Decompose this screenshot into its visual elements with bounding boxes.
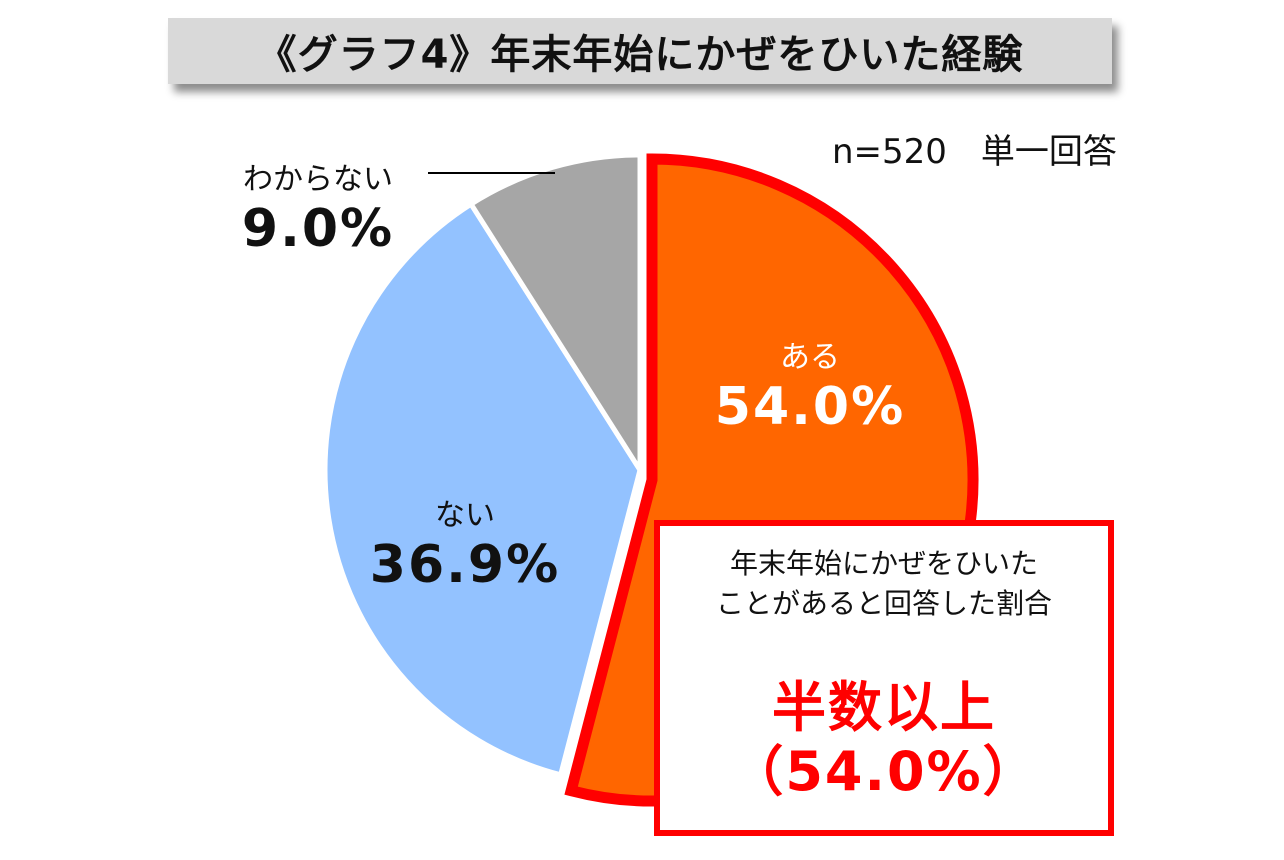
slice-name-nai: ない [435, 498, 495, 533]
slice-label-wakaranai: わからない 9.0% [242, 162, 394, 260]
slice-name-aru: ある [780, 340, 840, 375]
slice-value-nai: 36.9% [369, 535, 561, 595]
slice-label-aru: ある 54.0% [715, 340, 905, 438]
slice-label-nai: ない 36.9% [370, 498, 560, 596]
sample-note: n=520 単一回答 [832, 132, 1117, 172]
pie-slice-wakaranai [467, 152, 643, 479]
slice-value-aru: 54.0% [714, 377, 906, 437]
slice-name-wakaranai: わからない [243, 162, 393, 197]
callout-box: 年末年始にかぜをひいた ことがあると回答した割合 半数以上 （54.0%） [654, 520, 1114, 836]
slice-value-wakaranai: 9.0% [241, 199, 395, 259]
callout-description: 年末年始にかぜをひいた ことがあると回答した割合 [715, 547, 1052, 620]
callout-headline: 半数以上 [772, 676, 996, 739]
callout-value: （54.0%） [729, 740, 1039, 803]
chart-title: 《グラフ4》年末年始にかぜをひいた経験 [168, 18, 1112, 84]
